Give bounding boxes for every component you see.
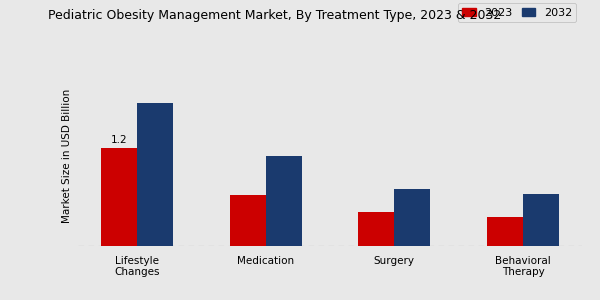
Text: Pediatric Obesity Management Market, By Treatment Type, 2023 & 2032: Pediatric Obesity Management Market, By …	[48, 9, 501, 22]
Bar	[394, 189, 430, 246]
Text: 1.2: 1.2	[110, 134, 127, 145]
Bar	[358, 212, 394, 246]
Bar	[137, 103, 173, 246]
Legend: 2023, 2032: 2023, 2032	[458, 3, 577, 22]
Bar	[523, 194, 559, 246]
Bar	[487, 218, 523, 246]
Bar	[266, 156, 302, 246]
Bar	[101, 148, 137, 246]
Bar	[230, 195, 266, 246]
Y-axis label: Market Size in USD Billion: Market Size in USD Billion	[62, 89, 73, 223]
